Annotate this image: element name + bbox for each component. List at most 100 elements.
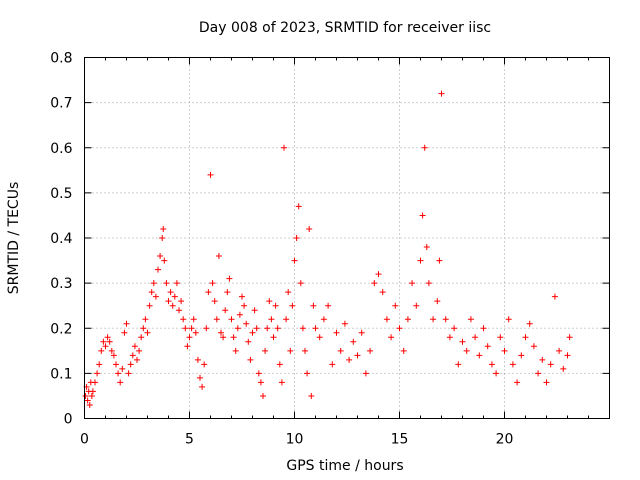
data-point — [459, 338, 466, 345]
data-point — [218, 329, 224, 336]
data-point — [310, 302, 317, 309]
data-point — [104, 334, 111, 341]
y-tick-label: 0.3 — [50, 276, 72, 292]
data-point — [220, 334, 227, 341]
data-point — [341, 320, 348, 327]
data-point — [526, 320, 533, 327]
data-point — [110, 352, 117, 359]
data-point — [232, 347, 239, 354]
data-point — [276, 361, 283, 368]
data-point — [367, 347, 374, 354]
data-point — [274, 325, 281, 332]
data-point — [472, 334, 479, 341]
data-point — [518, 352, 525, 359]
data-point — [121, 329, 128, 336]
data-point — [268, 316, 275, 323]
data-point — [134, 356, 140, 363]
data-point — [236, 311, 243, 318]
data-point — [417, 257, 424, 264]
data-point — [201, 361, 208, 368]
data-point — [226, 275, 233, 282]
data-points — [82, 90, 573, 408]
data-point — [419, 212, 426, 219]
data-point — [257, 379, 264, 386]
data-point — [304, 370, 311, 377]
data-point — [285, 289, 292, 296]
data-point — [213, 316, 220, 323]
data-point — [297, 280, 304, 287]
data-point — [152, 293, 159, 300]
data-point — [346, 356, 353, 363]
data-point — [89, 388, 96, 395]
data-point — [115, 370, 122, 377]
data-point — [148, 289, 155, 296]
data-point — [400, 347, 407, 354]
data-point — [127, 361, 134, 368]
data-point — [438, 90, 445, 97]
data-point — [362, 370, 369, 377]
y-tick-label: 0.5 — [50, 186, 72, 202]
data-point — [421, 144, 428, 151]
data-point — [289, 302, 296, 309]
data-point — [514, 379, 521, 386]
data-point — [108, 347, 115, 354]
data-point — [329, 361, 336, 368]
data-point — [293, 235, 300, 241]
data-point — [255, 370, 262, 377]
y-tick-labels: 0 0.1 0.2 0.3 0.4 0.5 0.6 0.7 0.8 — [50, 51, 72, 428]
data-point — [140, 325, 147, 332]
data-point — [230, 334, 237, 341]
data-point — [142, 316, 149, 323]
data-point — [169, 302, 176, 309]
data-point — [270, 334, 277, 341]
data-point — [211, 298, 218, 305]
y-tick-label: 0.4 — [50, 231, 72, 247]
data-point — [82, 392, 89, 399]
data-point — [215, 253, 222, 260]
data-point — [100, 338, 107, 345]
data-point — [299, 325, 306, 332]
y-tick-label: 0.7 — [50, 96, 72, 112]
x-tick-label: 20 — [496, 432, 514, 448]
data-point — [234, 325, 241, 332]
data-point — [312, 325, 319, 332]
data-point — [159, 235, 166, 241]
data-point — [295, 203, 302, 210]
y-tick-label: 0 — [64, 412, 73, 428]
data-point — [522, 334, 529, 341]
data-point — [192, 329, 199, 336]
data-point — [123, 320, 130, 327]
data-point — [446, 334, 453, 341]
data-point — [409, 280, 416, 287]
data-point — [160, 225, 167, 232]
data-point — [86, 401, 93, 408]
data-point — [180, 316, 187, 323]
data-point — [566, 334, 573, 341]
data-point — [176, 307, 182, 314]
data-point — [239, 293, 245, 300]
grid-lines — [84, 57, 610, 419]
data-point — [484, 343, 491, 350]
data-point — [129, 352, 136, 359]
data-point — [463, 347, 470, 354]
chart-title: Day 008 of 2023, SRMTID for receiver iis… — [199, 20, 491, 36]
data-point — [434, 298, 441, 305]
data-point — [205, 289, 212, 296]
data-point — [262, 347, 269, 354]
data-point — [467, 316, 474, 323]
x-tick-label: 5 — [185, 432, 194, 448]
data-point — [388, 334, 395, 341]
data-point — [396, 325, 403, 332]
data-point — [379, 289, 386, 296]
data-point — [493, 370, 500, 377]
data-point — [404, 316, 411, 323]
data-point — [302, 347, 308, 354]
data-point — [320, 316, 327, 323]
axis-ticks — [84, 57, 610, 419]
data-point — [287, 347, 294, 354]
data-point — [138, 334, 145, 341]
data-point — [186, 334, 193, 341]
data-point — [530, 343, 537, 350]
data-point — [535, 370, 542, 377]
data-point — [94, 370, 101, 377]
